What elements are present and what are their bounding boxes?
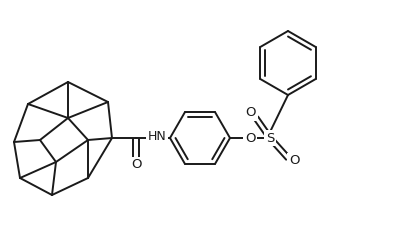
Text: O: O — [289, 155, 299, 168]
Text: O: O — [245, 132, 255, 144]
Text: O: O — [246, 107, 256, 120]
Text: HN: HN — [148, 131, 166, 144]
Text: S: S — [266, 132, 274, 144]
Text: O: O — [131, 158, 141, 172]
